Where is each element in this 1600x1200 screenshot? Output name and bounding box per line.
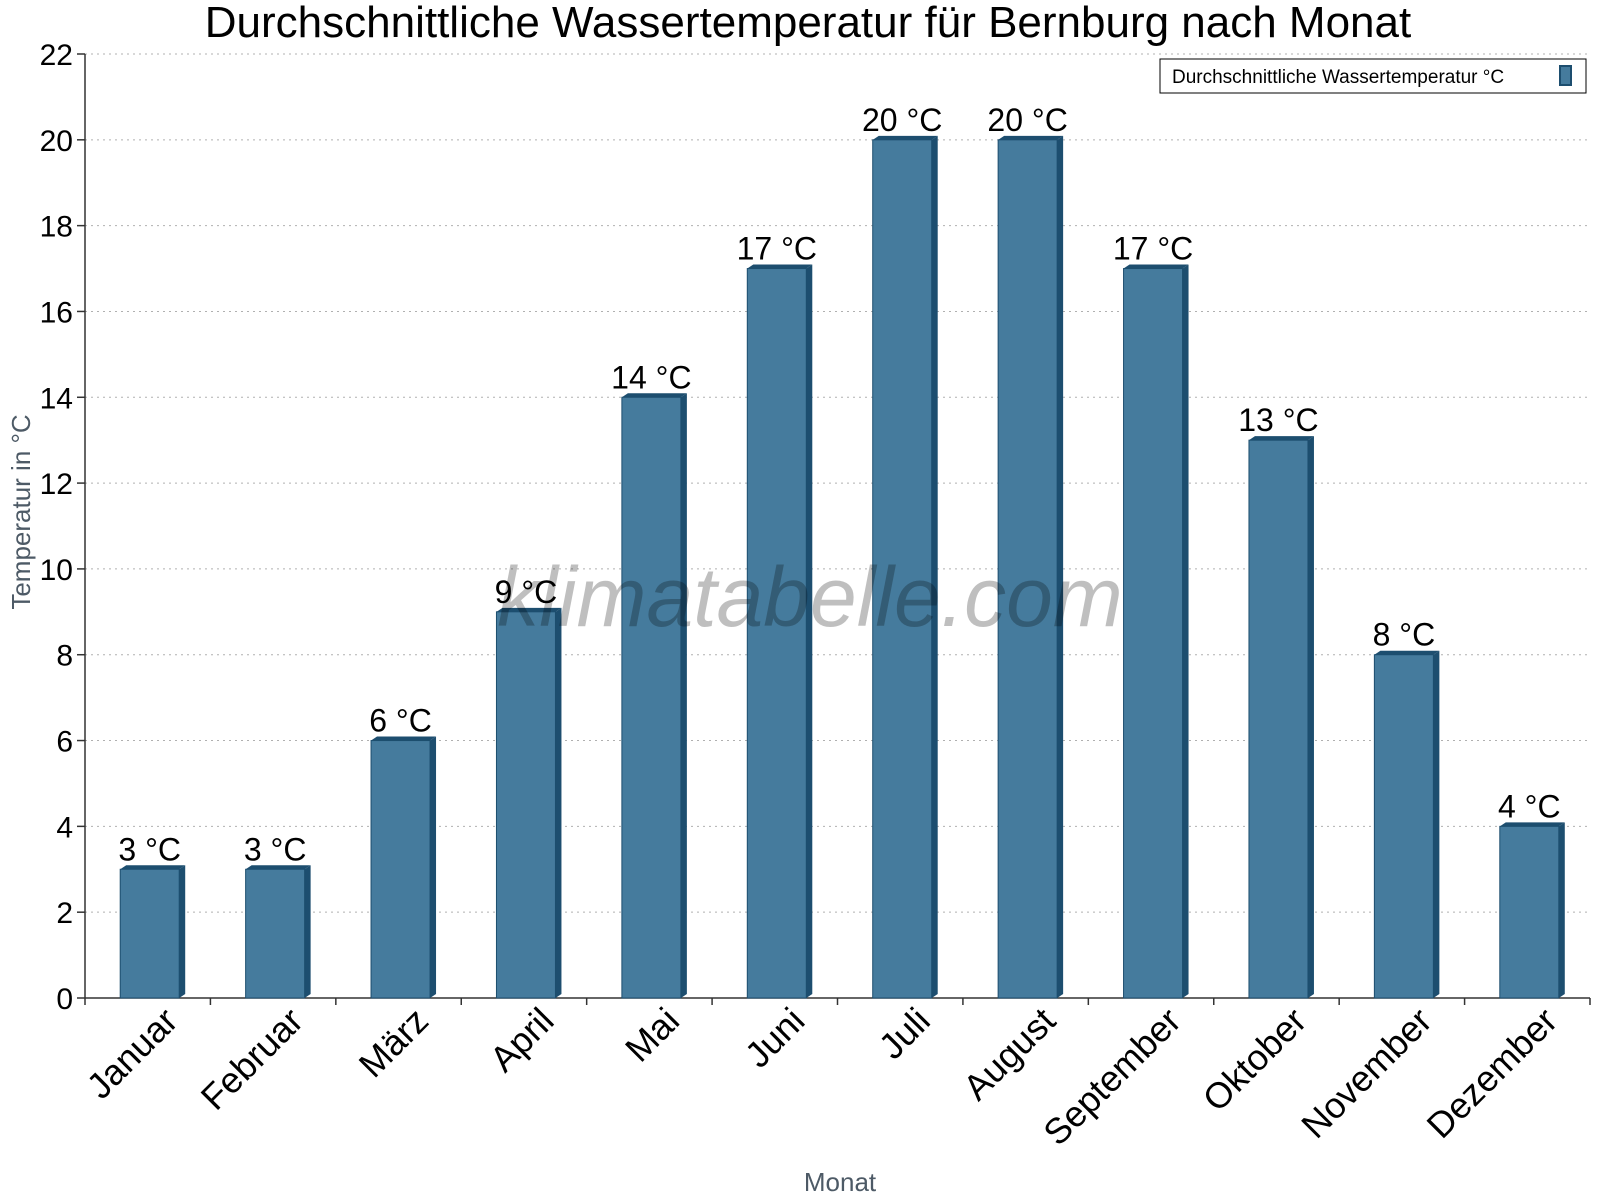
y-tick-labels: 0 2 4 6 8 10 12 14 16 18 20 22 [40,39,73,1016]
bar [245,868,306,999]
y-tick-label: 20 [40,125,73,158]
gridlines [85,53,1590,913]
bar [997,139,1058,999]
bar [119,868,180,999]
bar [1373,654,1434,999]
x-tick-label: Januar [79,1000,186,1107]
y-tick-label: 2 [56,897,73,930]
x-tick-label: April [482,1000,562,1080]
legend-label: Durchschnittliche Wassertemperatur °C [1172,67,1504,88]
bar-top [1374,650,1440,655]
y-tick-label: 14 [40,382,73,415]
bar [621,396,682,999]
bar [1248,439,1309,999]
bar-side [1558,822,1565,998]
bar-value-label: 4 °C [1498,788,1561,824]
legend-box [1159,58,1587,94]
y-tick-label: 8 [56,640,73,673]
bar-side [304,865,311,998]
legend-swatch [1559,65,1572,86]
x-tick-label: Mai [617,1000,687,1070]
bar-side [1433,650,1440,998]
bar-top [747,264,813,269]
x-tick-label: September [1035,1000,1189,1154]
bar-value-label: 17 °C [737,231,817,267]
y-tick-label: 16 [40,296,73,329]
bar-value-label: 14 °C [611,359,691,395]
y-tick-label: 6 [56,726,73,759]
bar-value-label: 3 °C [244,831,307,867]
bar-value-label: 9 °C [495,574,558,610]
x-tick-label: März [351,1000,437,1086]
y-tick-label: 12 [40,468,73,501]
x-tick-label: Dezember [1419,1000,1565,1146]
bar-top [1248,436,1314,441]
y-tick-label: 0 [56,983,73,1016]
bar-side [680,393,687,999]
y-tick-label: 22 [40,39,73,72]
x-tick-label: Juni [737,1000,813,1076]
bars [119,135,1565,999]
bar-top [1499,822,1565,827]
bar-value-label: 20 °C [862,102,942,138]
bar-side [1307,436,1314,998]
axes [77,53,1591,1005]
watermark: klimatabelle.com [497,550,1123,644]
bar-side [1182,264,1189,999]
x-tick-label: Juli [871,1000,938,1067]
y-tick-label: 4 [56,811,73,844]
bar-top [621,393,687,398]
bar-top [496,607,562,612]
x-tick-label: Oktober [1195,1000,1315,1120]
bar-top [1123,264,1189,269]
chart-title: Durchschnittliche Wassertemperatur für B… [205,0,1411,47]
x-axis-label: Monat [804,1167,877,1197]
y-tick-label: 10 [40,554,73,587]
bar-side [931,135,938,998]
x-tick-label: Februar [193,1000,311,1118]
bar-value-label: 13 °C [1238,402,1318,438]
bar [872,139,933,999]
bar-value-label: 3 °C [118,831,181,867]
bar-side [555,607,562,998]
bar-top [245,865,311,870]
bar-side [806,264,813,999]
bar-side [430,736,437,998]
y-tick-label: 18 [40,211,73,244]
bar-top [371,736,437,741]
x-tick-label: August [955,1000,1063,1108]
bar-value-label: 6 °C [369,703,432,739]
bar-top [998,135,1064,140]
bar [495,611,556,999]
bar-top [872,135,938,140]
bar [1123,268,1184,999]
x-tick-labels: Januar Februar März April Mai Juni Juli AugustS… [79,1000,1565,1154]
bar [370,740,431,999]
bar-top [120,865,186,870]
data-labels: 3 °C 3 °C 6 °C 9 °C 14 °C 17 °C 20 °C 20 °C 17 °… [118,102,1560,867]
x-tick-label: November [1293,1000,1439,1146]
bar-value-label: 20 °C [987,102,1067,138]
bar-side [1057,135,1064,998]
legend: Durchschnittliche Wassertemperatur °C [1159,58,1587,94]
bar-value-label: 8 °C [1373,617,1436,653]
bar [746,268,807,999]
y-axis-label: Temperatur in °C [6,414,36,609]
bar-value-label: 17 °C [1113,231,1193,267]
bar [1499,825,1560,999]
bar-side [179,865,186,998]
